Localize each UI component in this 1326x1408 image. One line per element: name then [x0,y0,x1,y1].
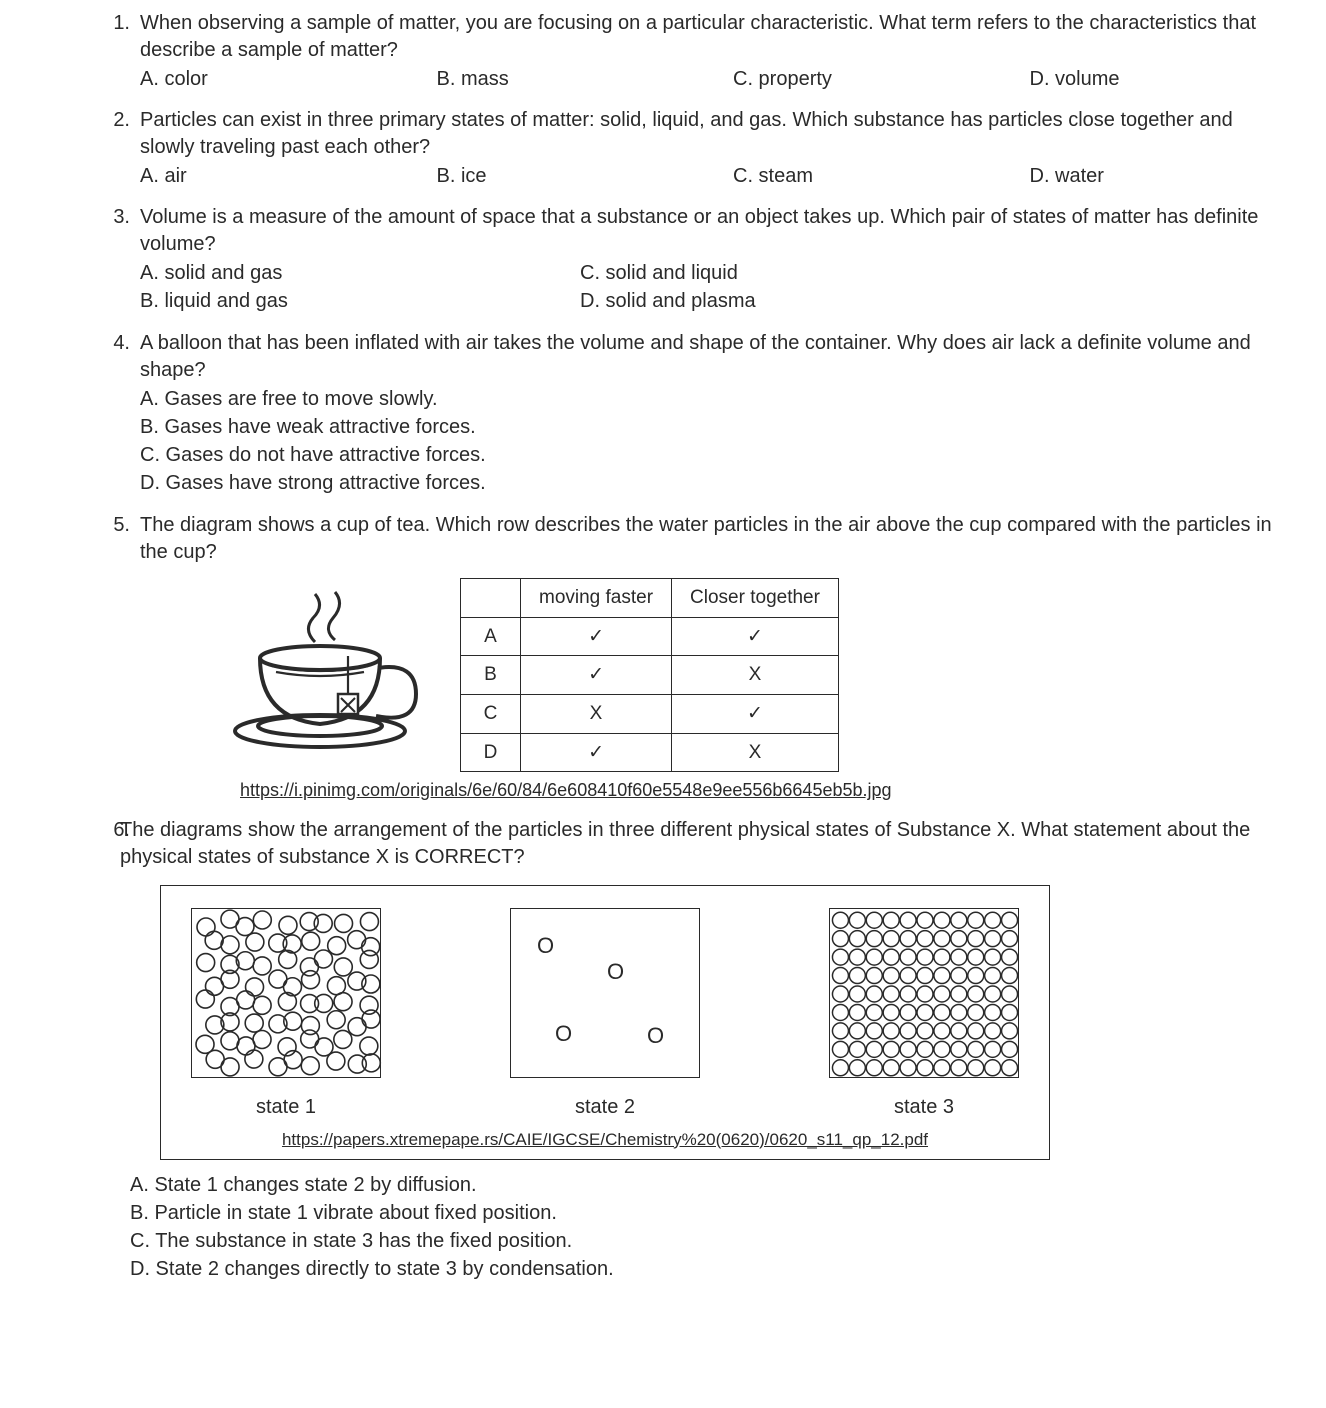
table-header: Closer together [672,579,839,618]
question-1: 1. When observing a sample of matter, yo… [100,10,1286,93]
option-c: C. property [733,66,990,93]
question-number: 5. [100,512,130,568]
option-c: C. steam [733,163,990,190]
question-4: 4. A balloon that has been inflated with… [100,330,1286,498]
question-options: A. State 1 changes state 2 by diffusion.… [130,1172,1286,1283]
question-5: 5. The diagram shows a cup of tea. Which… [100,512,1286,803]
option-b: B. Particle in state 1 vibrate about fix… [130,1200,1286,1227]
question-3: 3. Volume is a measure of the amount of … [100,204,1286,316]
option-a: A. State 1 changes state 2 by diffusion. [130,1172,1286,1199]
option-c: C. Gases do not have attractive forces. [140,442,1286,469]
gas-particle: O [647,1021,664,1051]
gas-particle: O [537,931,554,961]
question-stem: Particles can exist in three primary sta… [140,107,1286,161]
q6-figure: state 1 O O O O state 2 state 3 https:/ [160,885,1050,1161]
question-number: 1. [100,10,130,93]
state-1-label: state 1 [191,1094,381,1121]
state-3: state 3 [829,908,1019,1121]
gas-particle: O [555,1019,572,1049]
question-stem: The diagrams show the arrangement of the… [120,817,1286,871]
option-b: B. Gases have weak attractive forces. [140,414,1286,441]
table-row: C X ✓ [461,694,839,733]
state-2: O O O O state 2 [510,908,700,1121]
state-3-label: state 3 [829,1094,1019,1121]
question-options: A. Gases are free to move slowly. B. Gas… [140,386,1286,497]
option-a: A. air [140,163,397,190]
option-d: D. solid and plasma [580,288,840,315]
state-3-box [829,908,1019,1078]
q5-table: moving faster Closer together A ✓ ✓ B ✓ … [460,578,839,772]
question-number: 3. [100,204,130,316]
table-header [461,579,521,618]
option-d: D. State 2 changes directly to state 3 b… [130,1256,1286,1283]
table-header: moving faster [521,579,672,618]
state-2-label: state 2 [510,1094,700,1121]
question-stem: The diagram shows a cup of tea. Which ro… [140,512,1286,566]
state-2-box: O O O O [510,908,700,1078]
option-a: A. solid and gas [140,260,400,287]
question-options: A. air B. ice C. steam D. water [140,163,1286,190]
option-c: C. The substance in state 3 has the fixe… [130,1228,1286,1255]
table-row: A ✓ ✓ [461,617,839,656]
q6-source-link: https://papers.xtremepape.rs/CAIE/IGCSE/… [191,1129,1019,1152]
question-options: A. solid and gas B. liquid and gas C. so… [140,260,1286,316]
state-1-box [191,908,381,1078]
option-d: D. volume [1030,66,1287,93]
question-stem: A balloon that has been inflated with ai… [140,330,1286,384]
question-6: 6. The diagrams show the arrangement of … [100,817,1286,1284]
question-stem: When observing a sample of matter, you a… [140,10,1286,64]
gas-particle: O [607,957,624,987]
table-row: B ✓ X [461,656,839,695]
option-d: D. water [1030,163,1287,190]
option-b: B. mass [437,66,694,93]
option-b: B. ice [437,163,694,190]
question-number: 4. [100,330,130,498]
option-b: B. liquid and gas [140,288,400,315]
teacup-image [220,586,440,764]
table-row: D ✓ X [461,733,839,772]
option-a: A. color [140,66,397,93]
state-1: state 1 [191,908,381,1121]
q5-source-link: https://i.pinimg.com/originals/6e/60/84/… [240,778,1286,802]
option-c: C. solid and liquid [580,260,840,287]
question-2: 2. Particles can exist in three primary … [100,107,1286,190]
question-options: A. color B. mass C. property D. volume [140,66,1286,93]
question-stem: Volume is a measure of the amount of spa… [140,204,1286,258]
option-a: A. Gases are free to move slowly. [140,386,1286,413]
question-number: 2. [100,107,130,190]
option-d: D. Gases have strong attractive forces. [140,470,1286,497]
